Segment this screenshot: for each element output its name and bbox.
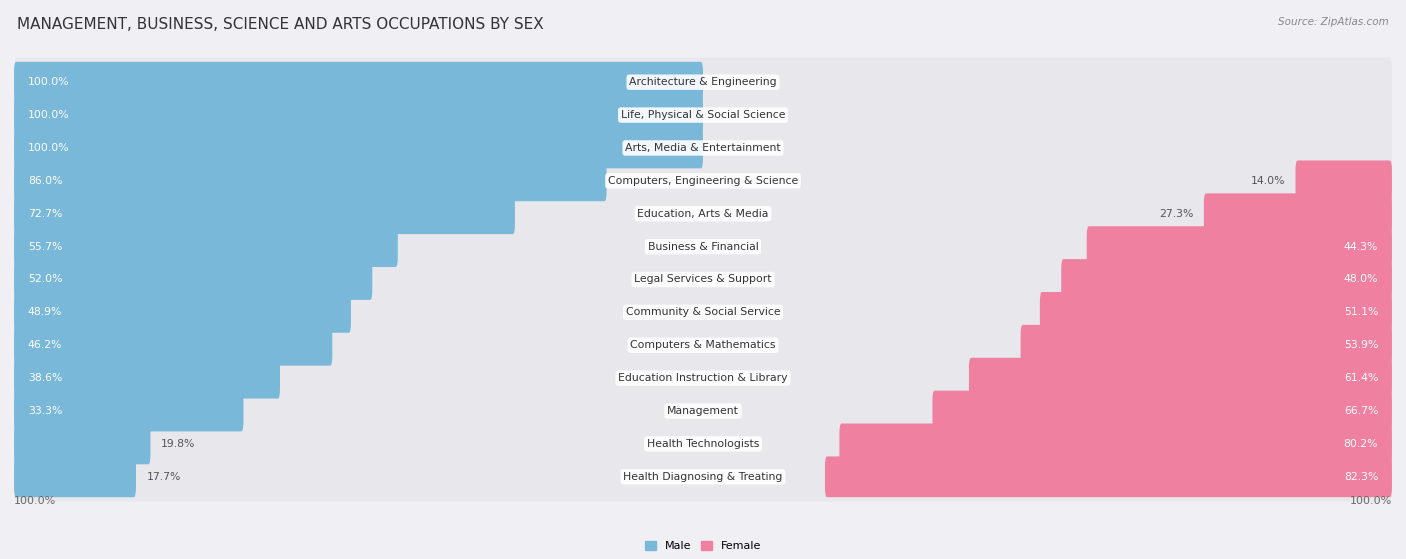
FancyBboxPatch shape	[1087, 226, 1392, 267]
Text: 72.7%: 72.7%	[28, 209, 62, 219]
Text: 33.3%: 33.3%	[28, 406, 62, 416]
FancyBboxPatch shape	[14, 226, 398, 267]
Text: 80.2%: 80.2%	[1344, 439, 1378, 449]
FancyBboxPatch shape	[14, 259, 373, 300]
FancyBboxPatch shape	[14, 353, 1392, 403]
Text: 19.8%: 19.8%	[160, 439, 195, 449]
FancyBboxPatch shape	[14, 156, 1392, 206]
Text: 14.0%: 14.0%	[1251, 176, 1285, 186]
Text: Computers & Mathematics: Computers & Mathematics	[630, 340, 776, 350]
FancyBboxPatch shape	[14, 456, 136, 497]
FancyBboxPatch shape	[14, 320, 1392, 370]
FancyBboxPatch shape	[932, 391, 1392, 432]
Text: Health Technologists: Health Technologists	[647, 439, 759, 449]
FancyBboxPatch shape	[14, 222, 1392, 272]
Text: 48.9%: 48.9%	[28, 307, 62, 318]
FancyBboxPatch shape	[14, 127, 703, 168]
Text: 66.7%: 66.7%	[1344, 406, 1378, 416]
Text: 100.0%: 100.0%	[28, 143, 69, 153]
FancyBboxPatch shape	[14, 90, 1392, 140]
FancyBboxPatch shape	[1040, 292, 1392, 333]
FancyBboxPatch shape	[14, 193, 515, 234]
FancyBboxPatch shape	[825, 456, 1392, 497]
FancyBboxPatch shape	[14, 287, 1392, 337]
FancyBboxPatch shape	[14, 452, 1392, 501]
Text: Community & Social Service: Community & Social Service	[626, 307, 780, 318]
Text: 52.0%: 52.0%	[28, 274, 62, 285]
Text: 48.0%: 48.0%	[1344, 274, 1378, 285]
FancyBboxPatch shape	[1204, 193, 1392, 234]
Text: Computers, Engineering & Science: Computers, Engineering & Science	[607, 176, 799, 186]
Text: 55.7%: 55.7%	[28, 241, 62, 252]
Text: 46.2%: 46.2%	[28, 340, 62, 350]
FancyBboxPatch shape	[1062, 259, 1392, 300]
Text: 27.3%: 27.3%	[1159, 209, 1194, 219]
Text: 82.3%: 82.3%	[1344, 472, 1378, 482]
FancyBboxPatch shape	[1021, 325, 1392, 366]
FancyBboxPatch shape	[14, 255, 1392, 304]
FancyBboxPatch shape	[14, 391, 243, 432]
FancyBboxPatch shape	[14, 325, 332, 366]
FancyBboxPatch shape	[839, 424, 1392, 465]
Text: 61.4%: 61.4%	[1344, 373, 1378, 383]
Text: 38.6%: 38.6%	[28, 373, 62, 383]
Text: 44.3%: 44.3%	[1344, 241, 1378, 252]
Text: Education, Arts & Media: Education, Arts & Media	[637, 209, 769, 219]
Text: Health Diagnosing & Treating: Health Diagnosing & Treating	[623, 472, 783, 482]
Text: MANAGEMENT, BUSINESS, SCIENCE AND ARTS OCCUPATIONS BY SEX: MANAGEMENT, BUSINESS, SCIENCE AND ARTS O…	[17, 17, 544, 32]
Text: Legal Services & Support: Legal Services & Support	[634, 274, 772, 285]
FancyBboxPatch shape	[14, 419, 1392, 469]
Text: 100.0%: 100.0%	[28, 77, 69, 87]
Text: Management: Management	[666, 406, 740, 416]
FancyBboxPatch shape	[14, 58, 1392, 107]
Text: Source: ZipAtlas.com: Source: ZipAtlas.com	[1278, 17, 1389, 27]
FancyBboxPatch shape	[969, 358, 1392, 399]
FancyBboxPatch shape	[14, 123, 1392, 173]
Text: 100.0%: 100.0%	[14, 496, 56, 506]
FancyBboxPatch shape	[14, 160, 606, 201]
FancyBboxPatch shape	[14, 62, 703, 103]
Text: Architecture & Engineering: Architecture & Engineering	[630, 77, 776, 87]
Text: 53.9%: 53.9%	[1344, 340, 1378, 350]
Text: 17.7%: 17.7%	[146, 472, 181, 482]
FancyBboxPatch shape	[1295, 160, 1392, 201]
FancyBboxPatch shape	[14, 386, 1392, 436]
FancyBboxPatch shape	[14, 358, 280, 399]
Text: Education Instruction & Library: Education Instruction & Library	[619, 373, 787, 383]
Text: Business & Financial: Business & Financial	[648, 241, 758, 252]
Text: 51.1%: 51.1%	[1344, 307, 1378, 318]
FancyBboxPatch shape	[14, 189, 1392, 239]
Text: Life, Physical & Social Science: Life, Physical & Social Science	[621, 110, 785, 120]
FancyBboxPatch shape	[14, 94, 703, 135]
Text: Arts, Media & Entertainment: Arts, Media & Entertainment	[626, 143, 780, 153]
FancyBboxPatch shape	[14, 424, 150, 465]
Legend: Male, Female: Male, Female	[641, 537, 765, 556]
Text: 100.0%: 100.0%	[1350, 496, 1392, 506]
Text: 86.0%: 86.0%	[28, 176, 62, 186]
FancyBboxPatch shape	[14, 292, 352, 333]
Text: 100.0%: 100.0%	[28, 110, 69, 120]
